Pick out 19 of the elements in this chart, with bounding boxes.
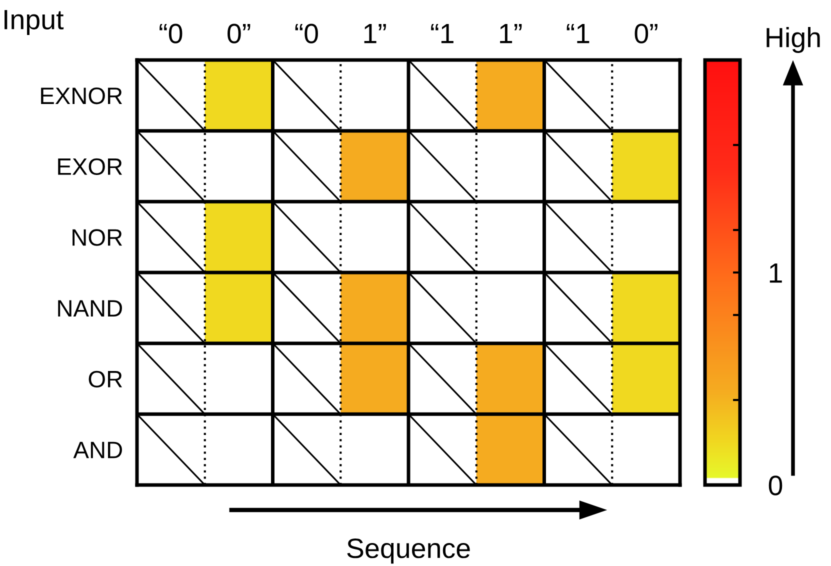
text: Input	[4, 10, 64, 35]
color-bar-label: 1	[770, 263, 782, 283]
y-tick-label: AND	[73, 442, 122, 458]
x-tick-label: “1	[566, 24, 590, 44]
color-bar-label: 0	[768, 476, 782, 496]
y-tick-label: EXNOR	[41, 87, 122, 104]
x-tick-label: “1	[431, 24, 454, 44]
x-tick-label: “0	[160, 24, 182, 44]
y-tick-label: NAND	[58, 300, 122, 316]
x-axis-title: Sequence	[347, 538, 470, 564]
x-tick-label: 0”	[228, 24, 250, 44]
x-tick-label: “0	[295, 24, 318, 44]
x-tick-label: 0”	[634, 24, 658, 44]
y-tick-label: NOR	[72, 229, 122, 246]
x-tick-label: 1”	[500, 24, 522, 44]
x-tick-label: 1”	[364, 24, 386, 44]
y-tick-label: OR	[88, 370, 122, 388]
text: High	[766, 27, 820, 53]
y-tick-label: EXOR	[58, 158, 122, 176]
